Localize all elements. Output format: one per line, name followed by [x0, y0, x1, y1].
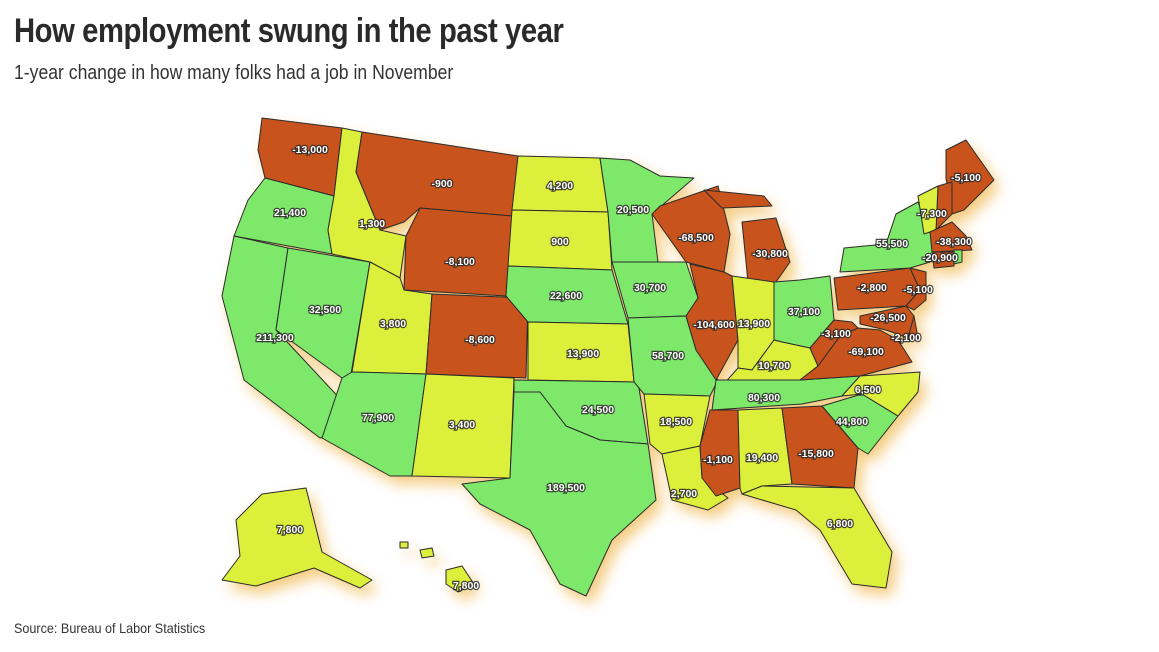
state-value-label-nv: 32,500: [309, 304, 341, 316]
state-value-labels: -13,000 21,400 211,300 32,500 1,300 -900 -8,10…: [255, 143, 982, 593]
state-value-label-mo: 58,700: [652, 350, 684, 362]
state-value-label-nd: 4,200: [547, 180, 573, 192]
state-mi: [703, 189, 791, 283]
state-value-label-id: 1,300: [359, 218, 385, 230]
source-note: Source: Bureau of Labor Statistics: [14, 620, 206, 636]
state-az: [321, 371, 427, 477]
state-value-label-wi: -68,500: [678, 232, 714, 244]
state-value-label-mn: 20,500: [617, 204, 649, 216]
state-value-label-wv: -3,100: [821, 328, 851, 340]
state-value-label-mi: -30,800: [752, 248, 788, 260]
state-value-label-de: -2,100: [891, 332, 921, 344]
state-value-label-oh: 37,100: [788, 306, 820, 318]
state-value-label-in: 13,900: [738, 318, 770, 330]
state-value-label-al: 19,400: [746, 452, 778, 464]
state-value-label-sd: 900: [551, 236, 569, 248]
state-value-label-ne: 22,600: [550, 290, 582, 302]
page-subtitle: 1-year change in how many folks had a jo…: [14, 62, 454, 84]
state-value-label-co: -8,600: [465, 334, 495, 346]
state-shadow-hi: [406, 550, 480, 600]
state-md: [859, 305, 915, 339]
state-value-label-ny: 55,500: [876, 238, 908, 250]
state-value-label-pa: -2,800: [857, 282, 887, 294]
state-value-label-fl: 6,800: [827, 518, 853, 530]
state-value-label-hi: 7,800: [453, 580, 479, 592]
state-shapes: [221, 117, 995, 597]
state-value-label-me: -5,100: [951, 172, 981, 184]
state-value-label-ca: 211,300: [256, 332, 294, 344]
state-value-label-or: 21,400: [274, 207, 306, 219]
state-ct: [931, 251, 955, 269]
state-value-label-ma: -38,300: [936, 236, 972, 248]
state-value-label-ut: 3,800: [380, 318, 406, 330]
state-ri: [953, 249, 963, 265]
state-value-label-la: 2,700: [671, 488, 697, 500]
state-nj: [905, 267, 927, 311]
state-value-label-md: -26,500: [870, 312, 906, 324]
state-value-label-nh: -7,300: [917, 208, 947, 220]
state-value-label-ks: 13,900: [567, 348, 599, 360]
state-value-label-ak: 7,800: [277, 524, 303, 536]
state-value-label-ct: -20,900: [922, 252, 958, 264]
state-hi: [399, 541, 475, 593]
state-wv: [809, 319, 859, 367]
state-value-label-va: -69,100: [848, 346, 884, 358]
state-value-label-wy: -8,100: [445, 256, 475, 268]
state-value-label-ar: 18,500: [660, 416, 692, 428]
state-value-label-nc: 6,500: [855, 384, 881, 396]
state-value-label-ms: -1,100: [703, 454, 733, 466]
state-value-label-sc: 44,800: [836, 416, 868, 428]
state-me: [945, 139, 995, 215]
state-value-label-nm: 3,400: [449, 419, 475, 431]
state-value-label-tn: 80,300: [748, 392, 780, 404]
state-value-label-az: 77,900: [362, 412, 394, 424]
state-value-label-ok: 24,500: [582, 404, 614, 416]
state-value-label-ga: -15,800: [798, 448, 834, 460]
state-sc: [821, 393, 899, 455]
state-ak: [221, 487, 373, 589]
page-title: How employment swung in the past year: [14, 12, 564, 50]
state-value-label-wa: -13,000: [292, 144, 328, 156]
state-fl: [741, 485, 893, 589]
state-value-label-mt: -900: [431, 178, 452, 190]
state-value-label-nj: -5,100: [903, 284, 933, 296]
state-tx: [461, 391, 657, 597]
state-wy: [403, 207, 513, 297]
state-value-label-il: -104,600: [693, 319, 735, 331]
state-value-label-ky: 10,700: [758, 360, 790, 372]
state-value-label-ia: 30,700: [634, 282, 666, 294]
state-value-label-tx: 189,500: [547, 482, 585, 494]
state-co: [425, 293, 529, 379]
state-shadow-nj: [912, 276, 932, 318]
state-ma: [929, 221, 973, 253]
